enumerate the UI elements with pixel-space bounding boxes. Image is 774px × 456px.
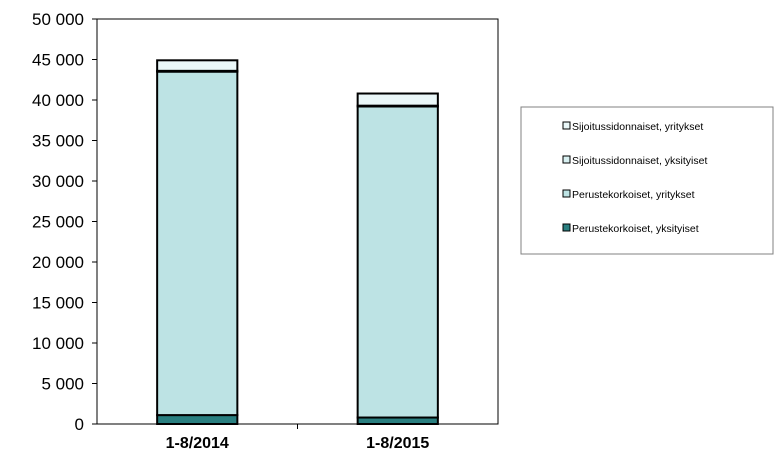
y-tick-label: 40 000 <box>32 91 84 110</box>
y-tick-label: 45 000 <box>32 51 84 70</box>
legend-label: Sijoitussidonnaiset, yritykset <box>572 121 703 133</box>
y-axis: 0 5 000 10 000 15 000 20 000 25 000 30 000 35 0… <box>32 10 97 434</box>
bar-segment <box>156 70 239 417</box>
x-category-label: 1-8/2014 <box>166 435 229 452</box>
bar-segment <box>356 105 439 419</box>
bar-segment <box>356 92 439 107</box>
y-tick-label: 35 000 <box>32 132 84 151</box>
bar-segment <box>156 414 239 425</box>
y-tick-label: 5 000 <box>41 375 84 394</box>
x-category-label: 1-8/2015 <box>366 435 429 452</box>
legend: Sijoitussidonnaiset, yritykset Sijoitussi… <box>520 106 774 255</box>
bars <box>156 59 439 425</box>
legend-label: Sijoitussidonnaiset, yksityiset <box>572 155 707 167</box>
legend-swatch <box>562 189 571 198</box>
x-axis: 1-8/2014 1-8/2015 <box>166 424 429 452</box>
bar-segment <box>156 59 239 72</box>
y-tick-label: 25 000 <box>32 213 84 232</box>
y-tick-label: 20 000 <box>32 253 84 272</box>
legend-label: Perustekorkoiset, yksityiset <box>572 223 699 235</box>
legend-swatch <box>562 155 571 164</box>
y-tick-label: 15 000 <box>32 294 84 313</box>
y-tick-label: 0 <box>75 415 84 434</box>
y-tick-label: 50 000 <box>32 10 84 29</box>
y-tick-label: 30 000 <box>32 172 84 191</box>
legend-label: Perustekorkoiset, yritykset <box>572 189 695 201</box>
legend-swatch <box>562 121 571 130</box>
legend-swatch <box>562 223 571 232</box>
y-tick-label: 10 000 <box>32 334 84 353</box>
